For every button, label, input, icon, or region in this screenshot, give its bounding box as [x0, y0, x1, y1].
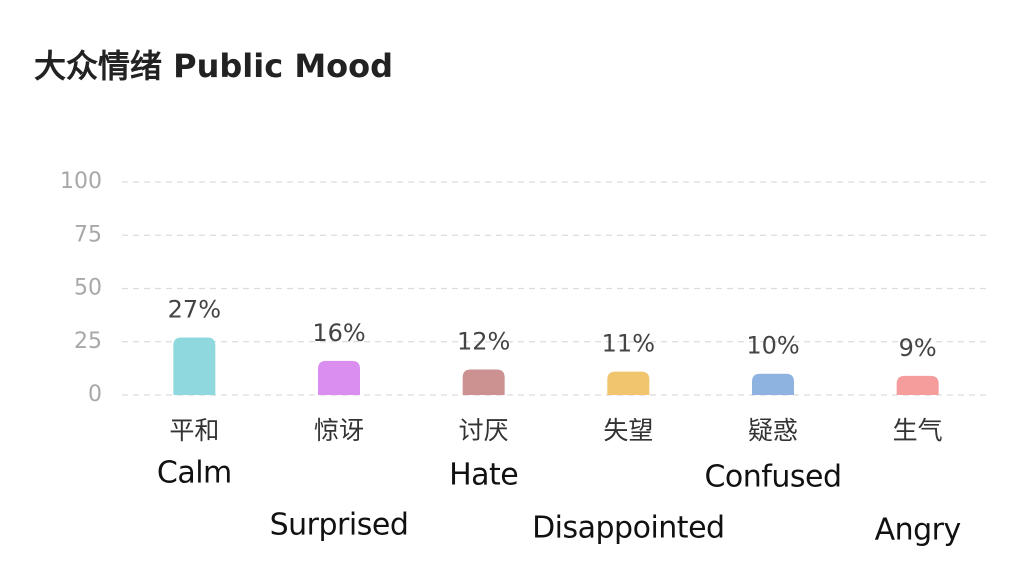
x-tick-label: 疑惑 — [748, 416, 798, 445]
x-tick-translation: Surprised — [270, 508, 409, 543]
value-label: 10% — [746, 332, 799, 360]
value-label: 9% — [899, 334, 937, 362]
bar — [607, 371, 650, 395]
value-label: 12% — [457, 327, 510, 355]
x-tick-translation: Disappointed — [532, 511, 725, 546]
x-tick-label: 惊讶 — [314, 416, 364, 445]
y-tick-label: 0 — [88, 382, 102, 407]
bar — [752, 373, 794, 395]
x-tick-translation: Angry — [875, 513, 961, 548]
bar — [462, 369, 505, 395]
bar — [896, 375, 939, 395]
y-tick-label: 75 — [74, 222, 102, 247]
bar — [173, 337, 216, 395]
value-label: 16% — [312, 319, 365, 347]
x-tick-translation: Confused — [704, 460, 841, 495]
y-tick-label: 25 — [74, 329, 102, 354]
x-tick-label: 失望 — [603, 416, 653, 445]
value-label: 11% — [602, 330, 655, 358]
x-tick-label: 讨厌 — [459, 416, 509, 445]
y-tick-label: 50 — [74, 276, 102, 301]
x-tick-translation: Calm — [157, 456, 232, 491]
x-tick-translation: Hate — [449, 458, 518, 493]
x-tick-label: 生气 — [893, 416, 943, 445]
chart-title: 大众情绪 Public Mood — [34, 47, 393, 85]
bar — [318, 360, 360, 395]
y-tick-label: 100 — [60, 169, 102, 194]
x-tick-label: 平和 — [169, 416, 219, 445]
value-label: 27% — [168, 295, 221, 323]
